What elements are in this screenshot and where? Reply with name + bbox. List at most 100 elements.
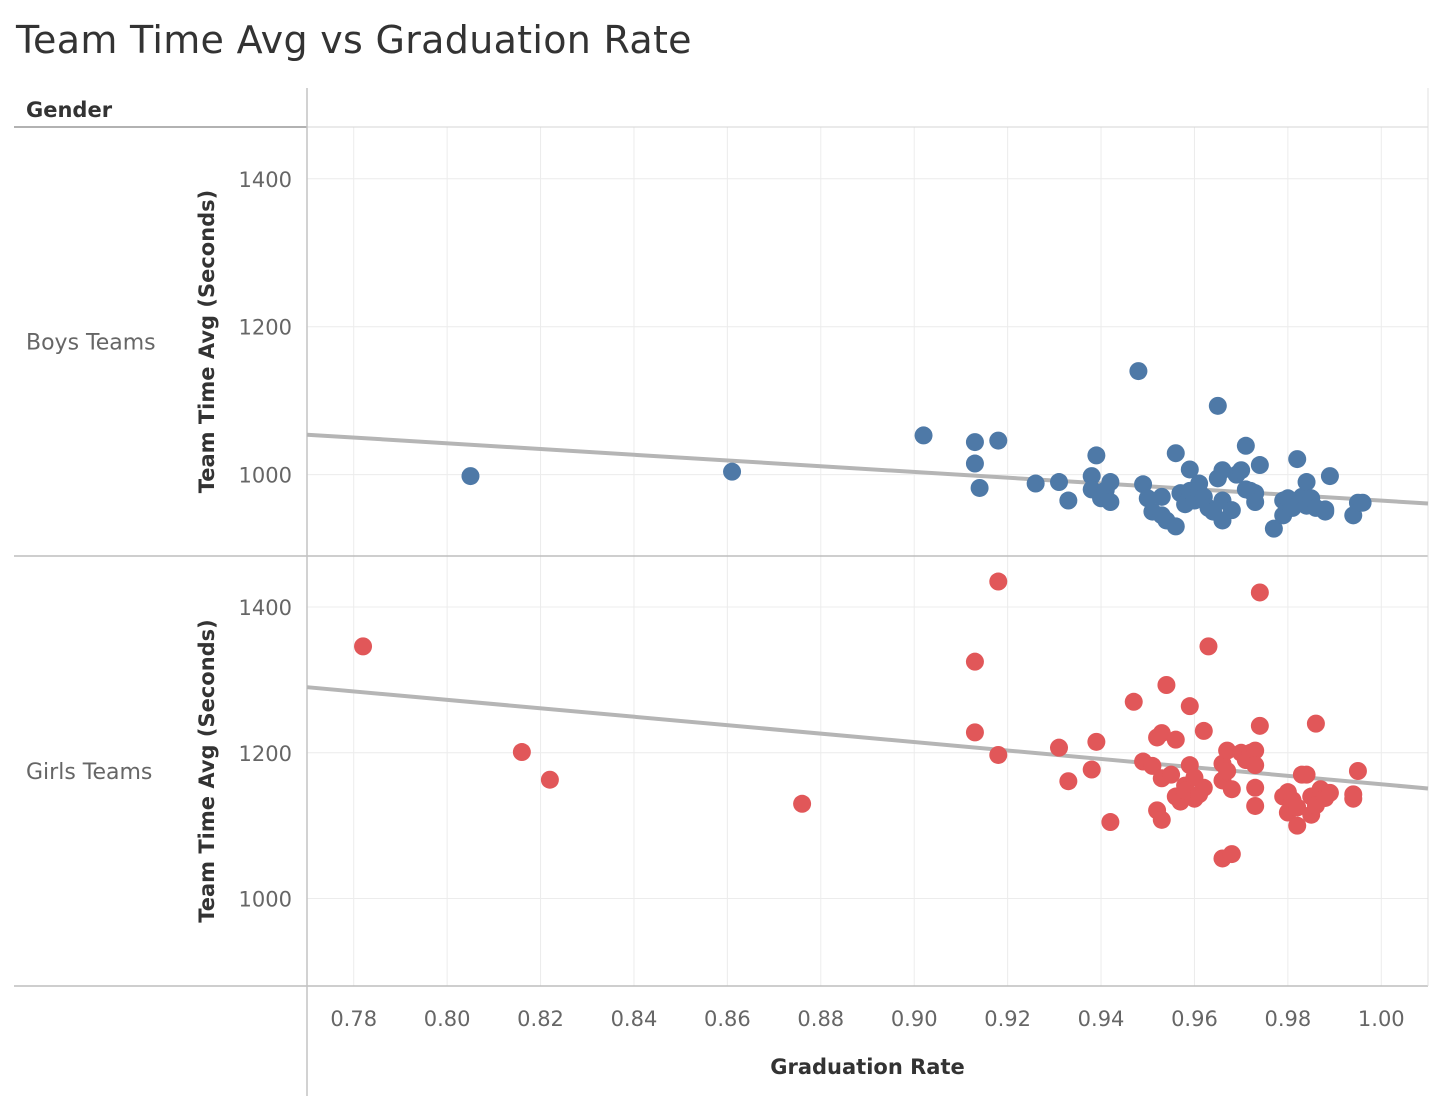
data-point (1246, 778, 1265, 797)
x-tick-label: 0.80 (424, 1007, 471, 1031)
data-point (1152, 724, 1171, 743)
data-point (1246, 756, 1265, 775)
data-point (1129, 362, 1148, 381)
page-title: Team Time Avg vs Graduation Rate (16, 18, 692, 62)
data-point (1199, 637, 1218, 656)
x-tick-label: 0.94 (1078, 1007, 1125, 1031)
data-point (1218, 741, 1237, 760)
y-axis-title: Team Time Avg (Seconds) (195, 619, 219, 923)
data-point (989, 431, 1008, 450)
data-point (1166, 444, 1185, 463)
data-point (1194, 778, 1213, 797)
x-tick-label: 0.86 (704, 1007, 751, 1031)
data-point (1101, 473, 1120, 492)
data-point (1166, 730, 1185, 749)
data-point (1166, 517, 1185, 536)
data-point (1124, 692, 1143, 711)
y-axis-title: Team Time Avg (Seconds) (195, 190, 219, 494)
data-point (1152, 810, 1171, 829)
data-point (965, 454, 984, 473)
y-tick-label: 1200 (239, 316, 292, 340)
data-point (1246, 796, 1265, 815)
data-point (354, 637, 373, 656)
x-tick-label: 0.78 (330, 1007, 377, 1031)
data-point (1050, 738, 1069, 757)
x-tick-label: 0.82 (517, 1007, 564, 1031)
x-axis-title: Graduation Rate (770, 1055, 964, 1079)
data-point (1082, 760, 1101, 779)
data-point (914, 426, 933, 445)
data-point (1087, 732, 1106, 751)
data-point (1059, 491, 1078, 510)
data-point (1222, 845, 1241, 864)
data-point (1297, 765, 1316, 784)
trend-line (306, 685, 1429, 791)
data-point (965, 723, 984, 742)
data-point (1218, 762, 1237, 780)
data-point (1213, 461, 1232, 480)
data-point (540, 770, 559, 789)
x-tick-label: 0.96 (1171, 1007, 1218, 1031)
data-point (1246, 493, 1265, 512)
data-point (1134, 475, 1153, 494)
x-tick-label: 0.88 (797, 1007, 844, 1031)
data-point (1180, 460, 1199, 479)
points-layer (354, 362, 1372, 868)
data-point (1087, 446, 1106, 465)
data-point (1320, 467, 1339, 486)
data-point (970, 478, 989, 497)
data-point (1208, 396, 1227, 415)
data-point (1250, 583, 1269, 602)
data-point (965, 652, 984, 671)
x-tick-label: 1.00 (1358, 1007, 1405, 1031)
data-point (1222, 501, 1241, 520)
row-header-label: Gender (26, 98, 113, 122)
data-point (1157, 676, 1176, 694)
data-point (1306, 714, 1325, 733)
data-point (1288, 450, 1307, 469)
data-point (989, 572, 1008, 591)
data-point (1059, 772, 1078, 791)
data-point (989, 745, 1008, 764)
y-tick-label: 1000 (239, 888, 292, 912)
data-point (1316, 500, 1335, 519)
data-point (1180, 697, 1199, 716)
data-point (461, 467, 480, 486)
data-point (1162, 765, 1181, 784)
data-point (1236, 436, 1255, 455)
data-point (1101, 493, 1120, 512)
data-point (1344, 789, 1363, 808)
row-label: Girls Teams (26, 760, 152, 785)
data-point (1250, 716, 1269, 735)
y-tick-label: 1000 (239, 464, 292, 488)
x-tick-label: 0.84 (611, 1007, 658, 1031)
data-point (1297, 473, 1316, 492)
data-point (1026, 474, 1045, 493)
data-point (1288, 816, 1307, 835)
data-point (1246, 741, 1265, 760)
data-point (1050, 473, 1069, 492)
data-point (1143, 756, 1162, 775)
data-point (965, 433, 984, 452)
data-point (1348, 762, 1367, 780)
frame-layer (14, 88, 1429, 1096)
grid-layer (307, 127, 1428, 986)
y-tick-label: 1400 (239, 168, 292, 192)
x-tick-label: 0.98 (1264, 1007, 1311, 1031)
data-point (1194, 721, 1213, 740)
data-point (1250, 456, 1269, 475)
data-point (723, 462, 742, 481)
data-point (1232, 461, 1251, 480)
y-tick-label: 1200 (239, 742, 292, 766)
data-point (1353, 493, 1372, 512)
data-point (1320, 783, 1339, 802)
labels-layer: 0.78 0.80 0.82 0.84 0.86 0.88 0.90 0.92 0.94 0.96… (26, 98, 1405, 1079)
row-label: Boys Teams (26, 331, 156, 356)
data-point (1082, 467, 1101, 486)
data-point (1152, 487, 1171, 506)
x-tick-label: 0.90 (891, 1007, 938, 1031)
data-point (1101, 813, 1120, 832)
data-point (793, 794, 812, 813)
data-point (1264, 519, 1283, 538)
